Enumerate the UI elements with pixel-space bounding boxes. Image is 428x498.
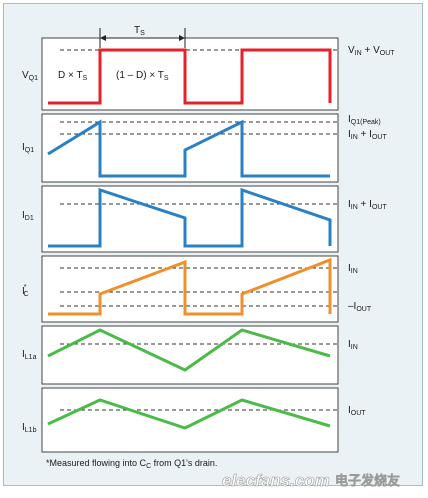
label-iq1: IQ1	[22, 142, 34, 154]
label-vin-plus-vout: VIN + VOUT	[348, 45, 395, 57]
label-vq1: VQ1	[22, 70, 38, 82]
label-icc: I* C	[22, 284, 29, 298]
panel-id1	[41, 185, 339, 253]
waveform-il1a	[47, 328, 331, 372]
label-iq1-peak: IQ1(Peak)	[348, 114, 381, 126]
label-iin-l1a: IIN	[348, 339, 358, 351]
label-id1: ID1	[22, 210, 34, 222]
label-il1a: IL1a	[22, 349, 37, 361]
period-label: TS	[134, 25, 145, 37]
panel-icc	[41, 255, 339, 323]
label-iin-plus-iout-1: IIN + IOUT	[348, 129, 387, 141]
waveform-vq1	[48, 48, 332, 105]
watermark: elecfans.com 电子发烧友	[222, 471, 401, 491]
period-marker: TS	[99, 25, 186, 48]
on-time-label: D × TS	[58, 70, 88, 82]
waveform-icc	[48, 257, 332, 316]
panel-il1b	[41, 387, 339, 453]
label-neg-iout: –IOUT	[348, 301, 372, 313]
label-il1b: IL1b	[22, 422, 37, 434]
label-iout-l1b: IOUT	[348, 405, 366, 417]
panel-il1a	[41, 325, 339, 385]
waveform-id1	[48, 187, 332, 248]
watermark-cn: 电子发烧友	[335, 473, 400, 488]
watermark-site: elecfans.com	[222, 471, 330, 490]
label-iin-plus-iout-2: IIN + IOUT	[348, 199, 387, 211]
off-time-label: (1 – D) × TS	[116, 70, 169, 82]
waveform-iq1	[47, 119, 330, 178]
footnote: *Measured flowing into CC from Q1's drai…	[46, 458, 217, 470]
label-iin-c: IIN	[348, 263, 358, 275]
waveform-il1b	[47, 398, 331, 430]
